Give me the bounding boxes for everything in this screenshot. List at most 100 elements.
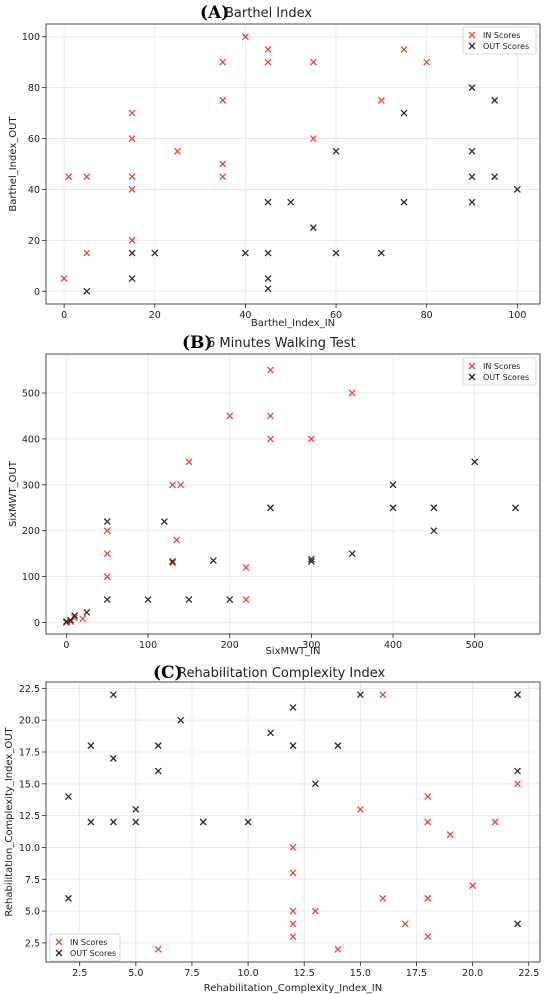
data-point bbox=[430, 527, 438, 535]
y-tick-label: 100 bbox=[22, 572, 40, 583]
x-axis-label: Rehabilitation_Complexity_Index_IN bbox=[204, 983, 382, 994]
data-point bbox=[287, 198, 295, 206]
y-axis-label: Barthel_Index_OUT bbox=[8, 116, 19, 212]
data-point bbox=[334, 742, 342, 750]
data-point bbox=[348, 389, 356, 397]
data-point bbox=[185, 596, 193, 604]
data-point bbox=[400, 198, 408, 206]
series-in-scores bbox=[154, 691, 522, 953]
x-tick-label: 15.0 bbox=[350, 968, 371, 979]
data-point bbox=[64, 793, 72, 801]
series-out-scores bbox=[62, 458, 519, 626]
data-point bbox=[491, 96, 499, 104]
data-point bbox=[334, 945, 342, 953]
data-point bbox=[400, 109, 408, 117]
x-tick-label: 7.5 bbox=[184, 968, 199, 979]
data-point bbox=[389, 504, 397, 512]
data-point bbox=[103, 573, 111, 581]
x-tick-label: 400 bbox=[384, 640, 402, 651]
x-tick-label: 12.5 bbox=[294, 968, 315, 979]
x-axis-label: SixMWT_IN bbox=[265, 646, 320, 657]
data-point bbox=[377, 96, 385, 104]
data-point bbox=[103, 550, 111, 558]
data-point bbox=[471, 458, 479, 466]
y-tick-label: 60 bbox=[28, 134, 40, 145]
data-point bbox=[219, 160, 227, 168]
panel-letter: (A) bbox=[200, 3, 229, 23]
data-point bbox=[264, 45, 272, 53]
data-point bbox=[267, 366, 275, 374]
data-point bbox=[154, 767, 162, 775]
data-point bbox=[289, 920, 297, 928]
data-point bbox=[173, 147, 181, 155]
x-tick-label: 0 bbox=[61, 310, 67, 321]
x-tick-label: 300 bbox=[302, 640, 320, 651]
data-point bbox=[154, 742, 162, 750]
gridlines bbox=[46, 682, 540, 962]
data-point bbox=[309, 135, 317, 143]
data-point bbox=[264, 275, 272, 283]
data-point bbox=[424, 818, 432, 826]
panel-letter: (C) bbox=[153, 663, 183, 683]
series-in-scores bbox=[60, 33, 431, 283]
data-point bbox=[132, 818, 140, 826]
data-point bbox=[128, 185, 136, 193]
data-point bbox=[173, 536, 181, 544]
data-point bbox=[83, 287, 91, 295]
y-tick-label: 2.5 bbox=[25, 938, 40, 949]
x-tick-label: 22.5 bbox=[518, 968, 539, 979]
data-point bbox=[209, 557, 217, 565]
data-point bbox=[65, 173, 73, 181]
data-point bbox=[446, 831, 454, 839]
data-point bbox=[132, 805, 140, 813]
x-tick-label: 2.5 bbox=[72, 968, 87, 979]
data-point bbox=[267, 412, 275, 420]
data-point bbox=[491, 818, 499, 826]
data-point bbox=[128, 236, 136, 244]
data-point bbox=[401, 920, 409, 928]
data-point bbox=[468, 173, 476, 181]
x-tick-label: 20.0 bbox=[462, 968, 483, 979]
scatter-chart-barthel: 0 20 40 60 80 100 0 20 40 60 80 100 (A)Barthel Index… bbox=[8, 3, 541, 329]
data-point bbox=[468, 198, 476, 206]
y-tick-label: 17.5 bbox=[19, 748, 40, 759]
x-tick-label: 100 bbox=[508, 310, 526, 321]
scatter-chart-rci: 2.5 5.0 7.5 10.0 12.5 15.0 17.5 20.0 22.5 2.5 5.0 7… bbox=[4, 663, 541, 994]
data-point bbox=[199, 818, 207, 826]
plot-frame bbox=[45, 681, 541, 963]
y-tick-label: 400 bbox=[22, 434, 40, 445]
data-point bbox=[307, 555, 315, 563]
data-point bbox=[267, 504, 275, 512]
chart-title: 6 Minutes Walking Test bbox=[207, 336, 356, 351]
data-point bbox=[151, 249, 159, 257]
data-point bbox=[219, 58, 227, 66]
gridlines bbox=[46, 354, 540, 634]
data-point bbox=[264, 58, 272, 66]
data-point bbox=[160, 518, 168, 526]
legend-label: OUT Scores bbox=[70, 949, 116, 958]
data-point bbox=[64, 894, 72, 902]
series-out-scores bbox=[64, 691, 522, 928]
y-tick-label: 0 bbox=[34, 287, 40, 298]
data-point bbox=[514, 767, 522, 775]
data-point bbox=[356, 691, 364, 699]
legend-marker bbox=[468, 362, 476, 370]
data-point bbox=[289, 703, 297, 711]
x-tick-label: 500 bbox=[466, 640, 484, 651]
y-tick-label: 0 bbox=[34, 618, 40, 629]
data-point bbox=[468, 84, 476, 92]
data-point bbox=[311, 780, 319, 788]
y-tick-label: 100 bbox=[22, 32, 40, 43]
data-point bbox=[424, 793, 432, 801]
x-tick-label: 200 bbox=[221, 640, 239, 651]
x-tick-label: 80 bbox=[421, 310, 433, 321]
legend-marker bbox=[468, 42, 476, 50]
legend-label: IN Scores bbox=[483, 31, 520, 40]
data-point bbox=[309, 58, 317, 66]
data-point bbox=[469, 882, 477, 890]
data-point bbox=[241, 33, 249, 41]
data-point bbox=[332, 249, 340, 257]
legend-box bbox=[462, 26, 537, 55]
data-point bbox=[512, 504, 519, 512]
x-tick-label: 10.0 bbox=[238, 968, 259, 979]
